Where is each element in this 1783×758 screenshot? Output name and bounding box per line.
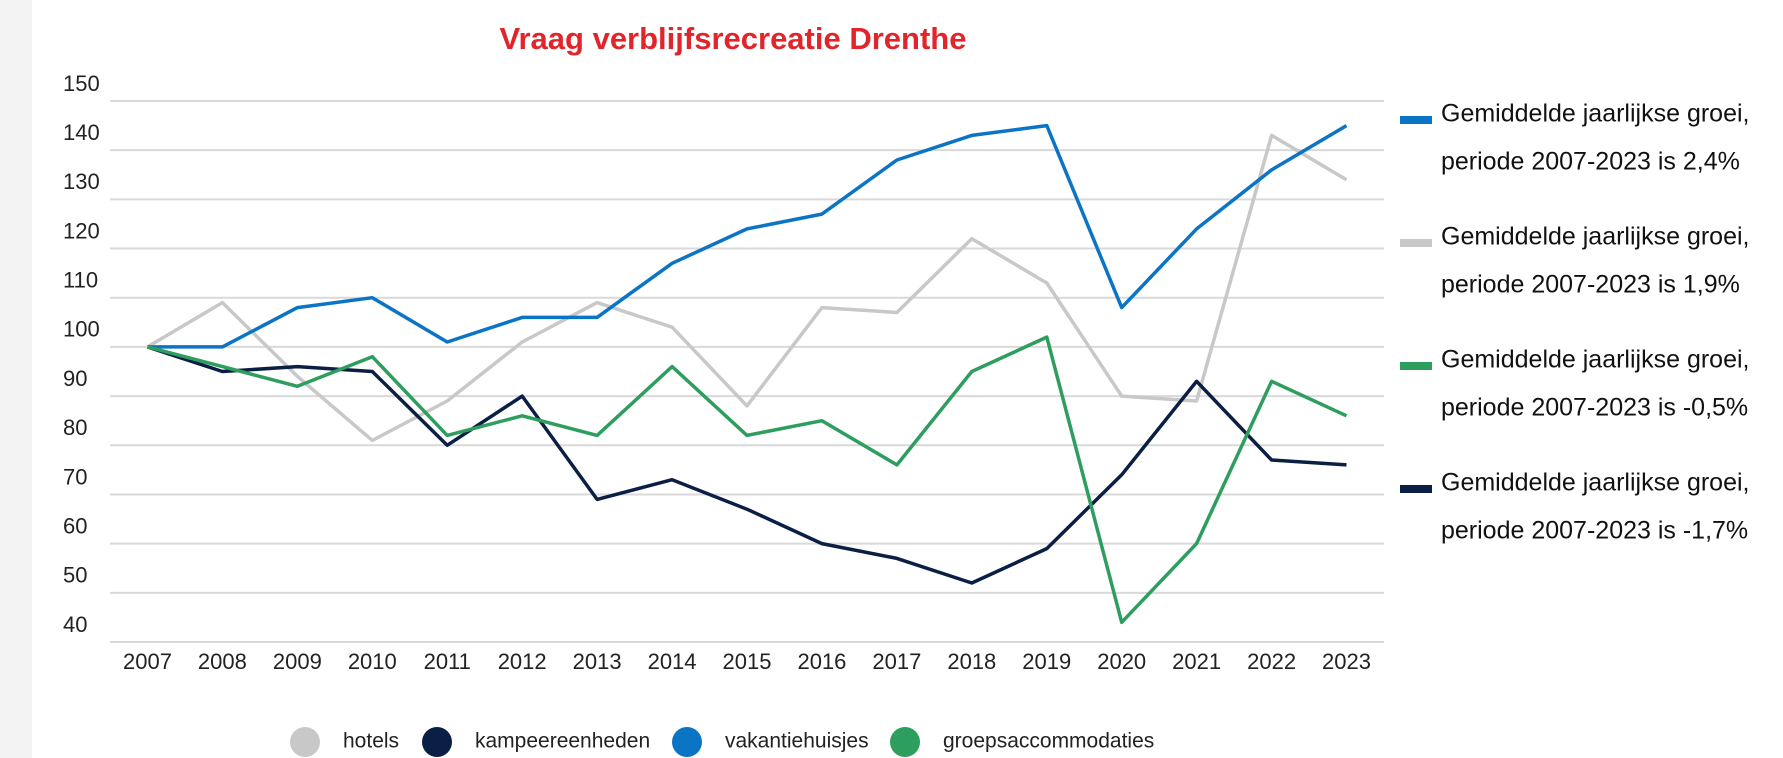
annotation-swatch (1400, 362, 1432, 370)
x-tick-label: 2010 (348, 649, 397, 674)
legend-label: kampeereenheden (475, 730, 650, 753)
x-tick-label: 2011 (424, 649, 471, 674)
x-tick-label: 2008 (198, 649, 247, 674)
x-tick-label: 2007 (123, 649, 172, 674)
x-tick-label: 2017 (872, 649, 921, 674)
annotation-text: Gemiddelde jaarlijkse groei, (1441, 100, 1749, 128)
y-tick-label: 40 (63, 612, 87, 637)
x-tick-label: 2009 (273, 649, 322, 674)
legend-marker (890, 727, 920, 757)
x-tick-label: 2014 (648, 649, 697, 674)
annotation-text: periode 2007-2023 is -0,5% (1441, 394, 1748, 422)
annotation-text: periode 2007-2023 is 2,4% (1441, 148, 1740, 176)
annotation-text: Gemiddelde jaarlijkse groei, (1441, 346, 1749, 374)
x-tick-label: 2016 (797, 649, 846, 674)
y-tick-label: 150 (63, 71, 100, 96)
x-tick-label: 2019 (1022, 649, 1071, 674)
y-tick-label: 140 (63, 120, 100, 145)
y-tick-label: 70 (63, 464, 87, 489)
chart-title: Vraag verblijfsrecreatie Drenthe (500, 21, 967, 56)
x-tick-label: 2015 (723, 649, 772, 674)
y-tick-label: 110 (63, 268, 98, 293)
annotation-swatch (1400, 239, 1432, 247)
x-tick-label: 2023 (1322, 649, 1371, 674)
series-line (146, 133, 1348, 443)
x-tick-label: 2021 (1172, 649, 1221, 674)
legend-label: vakantiehuisjes (725, 730, 869, 753)
y-tick-label: 130 (63, 169, 100, 194)
x-tick-label: 2022 (1247, 649, 1296, 674)
y-tick-label: 80 (63, 415, 87, 440)
legend-marker (290, 727, 320, 757)
legend-label: hotels (343, 730, 399, 753)
y-tick-label: 120 (63, 218, 100, 243)
x-tick-label: 2018 (947, 649, 996, 674)
y-tick-label: 100 (63, 317, 100, 342)
series-line (147, 123, 1348, 349)
annotation-swatch (1400, 485, 1432, 493)
annotation-text: periode 2007-2023 is 1,9% (1441, 271, 1740, 299)
legend-marker (422, 727, 452, 757)
legend-label: groepsaccommodaties (943, 730, 1154, 753)
side-strip (0, 0, 32, 758)
annotation-text: periode 2007-2023 is -1,7% (1441, 517, 1748, 545)
y-tick-label: 60 (63, 513, 87, 538)
series-line (147, 335, 1348, 625)
annotation-text: Gemiddelde jaarlijkse groei, (1441, 223, 1749, 251)
y-tick-label: 90 (63, 366, 87, 391)
series-line (146, 345, 1347, 585)
legend-marker (672, 727, 702, 757)
y-tick-label: 50 (63, 563, 87, 588)
annotation-text: Gemiddelde jaarlijkse groei, (1441, 469, 1749, 497)
x-tick-label: 2012 (498, 649, 547, 674)
annotation-swatch (1400, 116, 1432, 124)
x-tick-label: 2013 (573, 649, 622, 674)
x-tick-label: 2020 (1097, 649, 1146, 674)
